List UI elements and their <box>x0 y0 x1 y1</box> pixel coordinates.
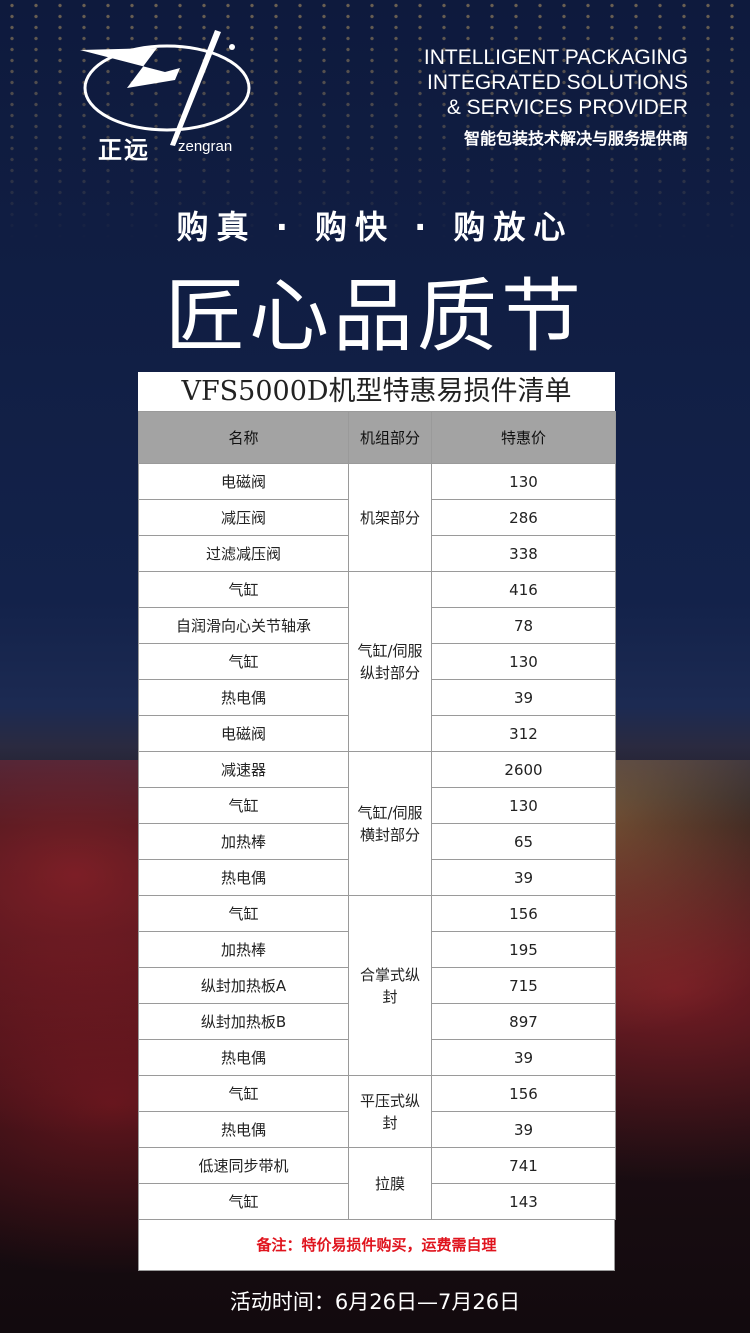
part-name: 减压阀 <box>138 499 349 536</box>
slogan: 购真 · 购快 · 购放心 <box>176 208 574 246</box>
part-name: 气缸 <box>138 1183 349 1220</box>
part-name: 低速同步带机 <box>138 1147 349 1184</box>
part-name: 气缸 <box>138 1075 349 1112</box>
table-row: 气缸 平压式纵封 156 <box>138 1075 616 1148</box>
part-price: 715 <box>431 967 616 1004</box>
header-section: 机组部分 <box>348 411 432 464</box>
part-name: 电磁阀 <box>138 463 349 500</box>
table-row: 热电偶 39 <box>138 1039 616 1076</box>
part-name: 纵封加热板B <box>138 1003 349 1040</box>
part-name: 过滤减压阀 <box>138 535 349 572</box>
table-row: 热电偶 39 <box>138 679 616 716</box>
table-row: 纵封加热板B 897 <box>138 1003 616 1040</box>
header-price: 特惠价 <box>431 411 616 464</box>
tagline-line: INTELLIGENT PACKAGING <box>423 46 688 69</box>
part-name: 纵封加热板A <box>138 967 349 1004</box>
price-sheet: VFS5000D机型特惠易损件清单 名称 机组部分 特惠价 电磁阀 机架部分 130… <box>138 372 616 1271</box>
section-name: 气缸/伺服横封部分 <box>348 751 432 896</box>
table-row: 气缸 气缸/伺服纵封部分 416 <box>138 571 616 752</box>
part-name: 气缸 <box>138 895 349 932</box>
table-row: 电磁阀 312 <box>138 715 616 752</box>
part-price: 39 <box>431 679 616 716</box>
table-row: 自润滑向心关节轴承 78 <box>138 607 616 644</box>
part-price: 416 <box>431 571 616 608</box>
brand-name-cn: 正远 <box>98 136 150 164</box>
table-row: 电磁阀 机架部分 130 <box>138 463 616 572</box>
table-row: 纵封加热板A 715 <box>138 967 616 1004</box>
part-name: 热电偶 <box>138 1039 349 1076</box>
part-price: 312 <box>431 715 616 752</box>
part-name: 气缸 <box>138 571 349 608</box>
tagline-line: & SERVICES PROVIDER <box>446 96 688 119</box>
part-name: 自润滑向心关节轴承 <box>138 607 349 644</box>
background-lights <box>0 0 750 240</box>
part-price: 156 <box>431 1075 616 1112</box>
part-name: 热电偶 <box>138 679 349 716</box>
table-row: 气缸 合掌式纵封 156 <box>138 895 616 1076</box>
part-price: 338 <box>431 535 616 572</box>
part-name: 减速器 <box>138 751 349 788</box>
part-price: 195 <box>431 931 616 968</box>
part-price: 65 <box>431 823 616 860</box>
part-price: 39 <box>431 1111 616 1148</box>
event-period: 活动时间：6月26日—7月26日 <box>229 1290 521 1314</box>
table-row: 减速器 气缸/伺服横封部分 2600 <box>138 751 616 896</box>
part-price: 286 <box>431 499 616 536</box>
table-row: 气缸 130 <box>138 787 616 824</box>
part-price: 897 <box>431 1003 616 1040</box>
part-price: 143 <box>431 1183 616 1220</box>
part-price: 39 <box>431 859 616 896</box>
tagline-line: INTEGRATED SOLUTIONS <box>427 71 688 94</box>
section-name: 拉膜 <box>348 1147 432 1220</box>
sheet-title: VFS5000D机型特惠易损件清单 <box>181 376 572 407</box>
part-price: 78 <box>431 607 616 644</box>
part-name: 电磁阀 <box>138 715 349 752</box>
table-row: 热电偶 39 <box>138 859 616 896</box>
part-price: 130 <box>431 463 616 500</box>
table-row: 低速同步带机 拉膜 741 <box>138 1147 616 1220</box>
note: 备注：特价易损件购买，运费需自理 <box>138 1220 615 1271</box>
table-row: 过滤减压阀 338 <box>138 535 616 572</box>
part-name: 热电偶 <box>138 859 349 896</box>
part-price: 2600 <box>431 751 616 788</box>
part-name: 加热棒 <box>138 931 349 968</box>
table-row: 加热棒 65 <box>138 823 616 860</box>
tagline-cn: 智能包装技术解决与服务提供商 <box>463 129 688 148</box>
part-price: 741 <box>431 1147 616 1184</box>
header-name: 名称 <box>138 411 349 464</box>
tagline-en: INTELLIGENT PACKAGING INTEGRATED SOLUTIO… <box>424 45 688 120</box>
part-price: 130 <box>431 787 616 824</box>
section-name: 平压式纵封 <box>348 1075 432 1148</box>
zengran-logo-icon <box>80 30 251 146</box>
part-name: 热电偶 <box>138 1111 349 1148</box>
headline: 匠心品质节 <box>165 270 585 363</box>
table-row: 气缸 143 <box>138 1183 616 1220</box>
part-price: 39 <box>431 1039 616 1076</box>
table-row: 气缸 130 <box>138 643 616 680</box>
part-price: 130 <box>431 643 616 680</box>
part-name: 加热棒 <box>138 823 349 860</box>
section-name: 合掌式纵封 <box>348 895 432 1076</box>
table-row: 热电偶 39 <box>138 1111 616 1148</box>
part-name: 气缸 <box>138 643 349 680</box>
brand-name-en: zengran <box>178 138 233 155</box>
part-price: 156 <box>431 895 616 932</box>
section-name: 机架部分 <box>348 463 432 572</box>
section-name: 气缸/伺服纵封部分 <box>348 571 432 752</box>
price-table: 名称 机组部分 特惠价 电磁阀 机架部分 130 减压阀 286 过滤减压阀 338 气缸 气缸… <box>138 411 616 1220</box>
part-name: 气缸 <box>138 787 349 824</box>
